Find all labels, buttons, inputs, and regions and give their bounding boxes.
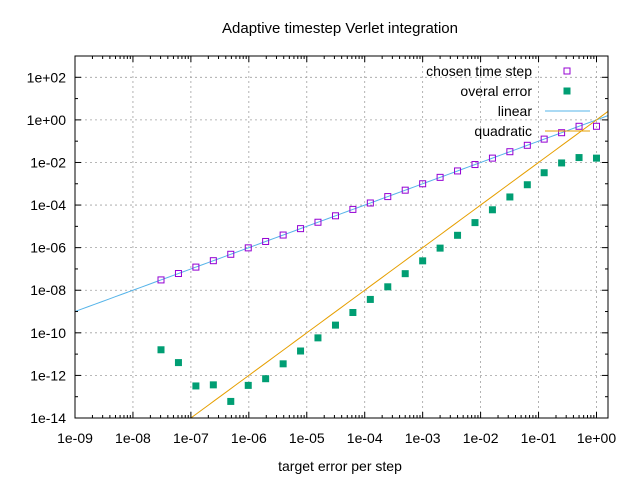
y-tick-label: 1e-10 <box>30 325 66 341</box>
data-point-overal-error <box>174 359 182 367</box>
data-point-chosen-time-step <box>540 135 548 143</box>
data-point-overal-error <box>331 321 339 329</box>
data-point-overal-error <box>209 381 217 389</box>
y-tick-label: 1e-14 <box>30 410 66 426</box>
legend: chosen time step overal error linear quadra… <box>426 63 590 139</box>
legend-swatch-overal-error <box>563 87 571 95</box>
data-point-overal-error <box>558 159 566 167</box>
data-point-overal-error <box>471 219 479 227</box>
x-tick-label: 1e-05 <box>289 430 325 446</box>
data-point-overal-error <box>227 397 235 405</box>
data-point-overal-error <box>401 270 409 278</box>
x-tick-label: 1e-07 <box>173 430 209 446</box>
x-tick-label: 1e-02 <box>463 430 499 446</box>
data-point-chosen-time-step <box>314 218 322 226</box>
data-point-chosen-time-step <box>575 122 583 130</box>
data-point-chosen-time-step <box>558 129 566 137</box>
data-point-overal-error <box>314 334 322 342</box>
data-point-overal-error <box>366 295 374 303</box>
x-axis: 1e-09 1e-08 1e-07 1e-06 1e-05 1e-04 1e-03 1e-02… <box>57 56 616 446</box>
data-point-overal-error <box>540 169 548 177</box>
data-point-chosen-time-step <box>279 231 287 239</box>
series-line-linear <box>75 115 608 312</box>
data-point-overal-error <box>575 154 583 162</box>
data-point-chosen-time-step <box>454 167 462 175</box>
data-point-chosen-time-step <box>209 257 217 265</box>
y-axis: 1e-14 1e-12 1e-10 1e-08 1e-06 1e-04 1e-02 1e+00… <box>27 69 608 426</box>
data-point-chosen-time-step <box>506 148 514 156</box>
data-point-chosen-time-step <box>174 270 182 278</box>
data-point-chosen-time-step <box>401 186 409 194</box>
data-point-overal-error <box>192 382 200 390</box>
y-tick-label: 1e-02 <box>30 154 66 170</box>
chart-title: Adaptive timestep Verlet integration <box>222 20 458 37</box>
data-point-overal-error <box>523 181 531 189</box>
data-point-overal-error <box>349 309 357 317</box>
data-point-chosen-time-step <box>488 154 496 162</box>
data-point-overal-error <box>297 347 305 355</box>
x-tick-label: 1e-03 <box>405 430 441 446</box>
data-point-chosen-time-step <box>227 250 235 258</box>
legend-swatch-chosen-time-step <box>563 67 571 75</box>
x-tick-label: 1e+00 <box>577 430 617 446</box>
data-point-chosen-time-step <box>471 161 479 169</box>
y-tick-label: 1e-12 <box>30 367 66 383</box>
plot-series <box>75 111 608 418</box>
data-point-overal-error <box>157 346 165 354</box>
data-point-chosen-time-step <box>262 237 270 245</box>
data-point-overal-error <box>454 231 462 239</box>
legend-label-chosen-time-step: chosen time step <box>426 63 532 79</box>
data-point-chosen-time-step <box>331 212 339 220</box>
legend-label-quadratic: quadratic <box>474 123 532 139</box>
x-tick-label: 1e-04 <box>347 430 383 446</box>
x-tick-label: 1e-08 <box>115 430 151 446</box>
y-tick-label: 1e+02 <box>27 69 67 85</box>
series-line-quadratic <box>190 111 608 418</box>
y-tick-label: 1e-06 <box>30 240 66 256</box>
data-point-chosen-time-step <box>592 122 600 130</box>
data-point-chosen-time-step <box>384 193 392 201</box>
data-point-chosen-time-step <box>192 263 200 271</box>
plot-area <box>75 111 608 418</box>
data-point-overal-error <box>506 193 514 201</box>
data-point-chosen-time-step <box>436 173 444 181</box>
data-point-overal-error <box>384 283 392 291</box>
data-point-chosen-time-step <box>523 141 531 149</box>
legend-label-linear: linear <box>498 103 533 119</box>
data-point-chosen-time-step <box>349 205 357 213</box>
y-tick-label: 1e+00 <box>27 112 67 128</box>
data-point-chosen-time-step <box>297 225 305 233</box>
data-point-overal-error <box>419 257 427 265</box>
data-point-overal-error <box>488 206 496 214</box>
x-tick-label: 1e-09 <box>57 430 93 446</box>
data-point-chosen-time-step <box>366 199 374 207</box>
y-tick-label: 1e-08 <box>30 282 66 298</box>
data-point-overal-error <box>262 375 270 383</box>
x-tick-label: 1e-06 <box>231 430 267 446</box>
data-point-overal-error <box>592 154 600 162</box>
x-tick-label: 1e-01 <box>521 430 557 446</box>
data-point-chosen-time-step <box>419 180 427 188</box>
data-point-chosen-time-step <box>157 276 165 284</box>
data-point-overal-error <box>436 244 444 252</box>
x-axis-label: target error per step <box>278 458 402 474</box>
data-point-overal-error <box>244 381 252 389</box>
data-point-chosen-time-step <box>244 244 252 252</box>
y-tick-label: 1e-04 <box>30 197 66 213</box>
data-point-overal-error <box>279 360 287 368</box>
legend-label-overal-error: overal error <box>460 83 532 99</box>
